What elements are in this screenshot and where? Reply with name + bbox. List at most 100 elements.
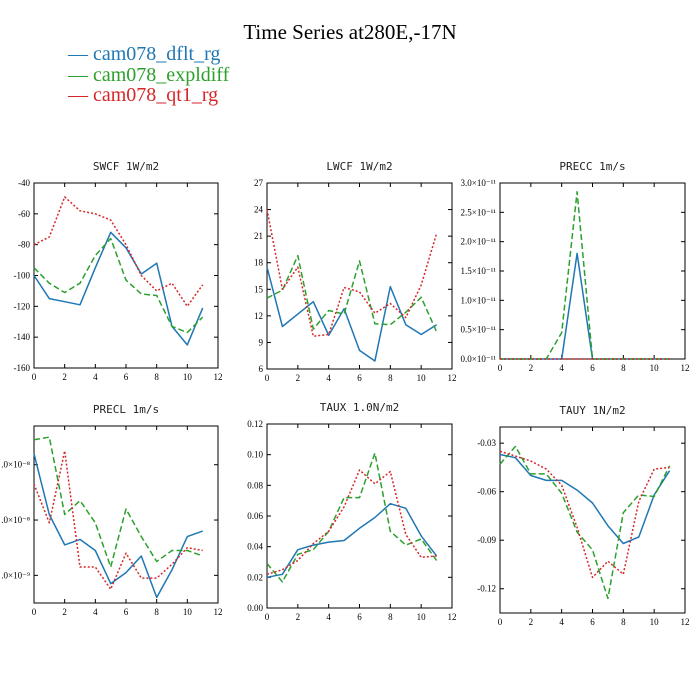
lwcf-frame <box>266 182 453 370</box>
taux-line-expldiff <box>266 452 438 583</box>
precc-xtick-label: 4 <box>559 363 564 373</box>
precc-xtick-label: 10 <box>650 363 660 373</box>
taux-panel: TAUX 1.0N/m2 0 2 4 6 8 10 12 0.00 0.02 0.04 0.06 0.0… <box>247 401 456 622</box>
taux-xtick-label: 4 <box>326 612 331 622</box>
lwcf-ytick-label: 9 <box>259 337 264 347</box>
precc-ytick-label: 2.5×10⁻¹¹ <box>461 207 497 217</box>
precc-ytick-label: 1.5×10⁻¹¹ <box>461 266 497 276</box>
tauy-line-dflt <box>499 453 671 545</box>
tauy-xtick-label: 2 <box>529 617 534 627</box>
taux-ytick-label: 0.12 <box>247 419 263 429</box>
precc-ytick-label: 3.0×10⁻¹¹ <box>461 178 497 188</box>
lwcf-xtick-label: 4 <box>326 373 331 383</box>
lwcf-xtick-label: 8 <box>388 373 393 383</box>
tauy-xtick-label: 12 <box>681 617 690 627</box>
lwcf-ytick-label: 12 <box>254 311 263 321</box>
swcf-xtick-label: 0 <box>32 372 37 382</box>
swcf-ytick-label: -140 <box>14 332 31 342</box>
legend-swatch-dflt: — cam078_dflt_rg <box>68 43 221 65</box>
taux-line-qt1 <box>266 469 437 576</box>
precc-xtick-label: 6 <box>590 363 595 373</box>
tauy-title: TAUY 1N/m2 <box>559 404 625 417</box>
precl-ytick-label: .0×10⁻⁸ <box>1 460 30 470</box>
precl-xtick-label: 4 <box>93 607 98 617</box>
lwcf-line-expldiff <box>266 254 438 333</box>
taux-ytick-label: 0.02 <box>247 572 263 582</box>
precc-ytick-label: 2.0×10⁻¹¹ <box>461 237 497 247</box>
tauy-ytick-label: -0.06 <box>477 487 496 497</box>
legend-item-qt1: — cam078_qt1_rg <box>68 85 229 106</box>
swcf-panel: SWCF 1W/m2 0 2 4 6 8 10 12 -160 -140 -120 -100 -80 -6… <box>14 160 223 382</box>
taux-xtick-label: 2 <box>296 612 301 622</box>
precl-ytick-label: .0×10⁻⁸ <box>1 515 30 525</box>
precc-line-expldiff <box>500 191 670 360</box>
lwcf-ytick-label: 15 <box>254 284 264 294</box>
lwcf-ytick-label: 27 <box>254 178 264 188</box>
swcf-xtick-label: 2 <box>62 372 67 382</box>
tauy-xtick-label: 8 <box>621 617 626 627</box>
taux-xtick-label: 12 <box>448 612 457 622</box>
legend-item-expldiff: — cam078_expldiff <box>68 64 229 86</box>
taux-title: TAUX 1.0N/m2 <box>320 401 399 414</box>
tauy-xtick-label: 4 <box>559 617 564 627</box>
lwcf-xtick-label: 6 <box>357 373 362 383</box>
precc-ytick-label: 1.0×10⁻¹¹ <box>461 295 497 305</box>
precc-title: PRECC 1m/s <box>559 160 625 173</box>
swcf-ytick-label: -120 <box>14 301 31 311</box>
swcf-line-dflt <box>33 231 204 346</box>
lwcf-title: LWCF 1W/m2 <box>326 160 392 173</box>
tauy-ytick-label: -0.03 <box>477 438 496 448</box>
lwcf-xtick-label: 12 <box>448 373 457 383</box>
lwcf-ytick-label: 6 <box>259 364 264 374</box>
precl-line-dflt <box>33 453 203 599</box>
lwcf-line-qt1 <box>266 209 438 337</box>
tauy-ytick-label: -0.09 <box>477 535 496 545</box>
tauy-frame <box>499 426 686 614</box>
taux-ytick-label: 0.04 <box>247 542 263 552</box>
precc-ytick-label: 0.5×10⁻¹¹ <box>461 325 497 335</box>
swcf-title: SWCF 1W/m2 <box>93 160 159 173</box>
swcf-xtick-label: 6 <box>124 372 129 382</box>
lwcf-xtick-label: 0 <box>265 373 270 383</box>
precl-xtick-label: 2 <box>62 607 67 617</box>
precl-panel: PRECL 1m/s 0 2 4 6 8 10 12 .0×10⁻⁹ .0×10⁻⁸ .0×10⁻⁸ <box>1 403 222 617</box>
swcf-frame <box>33 182 219 369</box>
taux-ytick-label: 0.08 <box>247 480 263 490</box>
legend-item-dflt: — cam078_dflt_rg <box>68 44 229 65</box>
taux-line-dflt <box>266 502 438 579</box>
precl-xtick-label: 12 <box>214 607 223 617</box>
precc-panel: PRECC 1m/s 0 2 4 6 8 10 12 0.0×10⁻¹¹ 0.5×10⁻¹¹ 1.0… <box>461 160 690 373</box>
swcf-ytick-label: -80 <box>18 240 30 250</box>
swcf-line-qt1 <box>33 196 204 308</box>
precc-line-dflt <box>500 252 670 360</box>
swcf-xtick-label: 8 <box>154 372 159 382</box>
swcf-xtick-label: 4 <box>93 372 98 382</box>
precl-frame <box>33 425 219 604</box>
taux-frame <box>266 423 453 609</box>
lwcf-xtick-label: 10 <box>417 373 427 383</box>
swcf-xtick-label: 12 <box>214 372 223 382</box>
precl-line-qt1 <box>33 450 203 590</box>
precl-xtick-label: 6 <box>124 607 129 617</box>
taux-xtick-label: 6 <box>357 612 362 622</box>
swcf-ytick-label: -160 <box>14 363 31 373</box>
legend: — cam078_dflt_rg — cam078_expldiff — cam… <box>68 44 229 106</box>
lwcf-ytick-label: 18 <box>254 258 264 268</box>
precc-xtick-label: 12 <box>681 363 690 373</box>
precc-xtick-label: 8 <box>621 363 626 373</box>
swcf-ytick-label: -60 <box>18 209 30 219</box>
swcf-ytick-label: -40 <box>18 178 30 188</box>
lwcf-line-dflt <box>266 266 438 362</box>
tauy-xtick-label: 6 <box>590 617 595 627</box>
taux-xtick-label: 8 <box>388 612 393 622</box>
legend-swatch-qt1: — cam078_qt1_rg <box>68 84 219 106</box>
precl-ytick-label: .0×10⁻⁹ <box>1 570 30 580</box>
precl-line-expldiff <box>33 436 203 568</box>
precl-xtick-label: 0 <box>32 607 37 617</box>
precl-title: PRECL 1m/s <box>93 403 159 416</box>
taux-ytick-label: 0.06 <box>247 511 263 521</box>
tauy-ytick-label: -0.12 <box>477 584 496 594</box>
taux-xtick-label: 10 <box>417 612 427 622</box>
